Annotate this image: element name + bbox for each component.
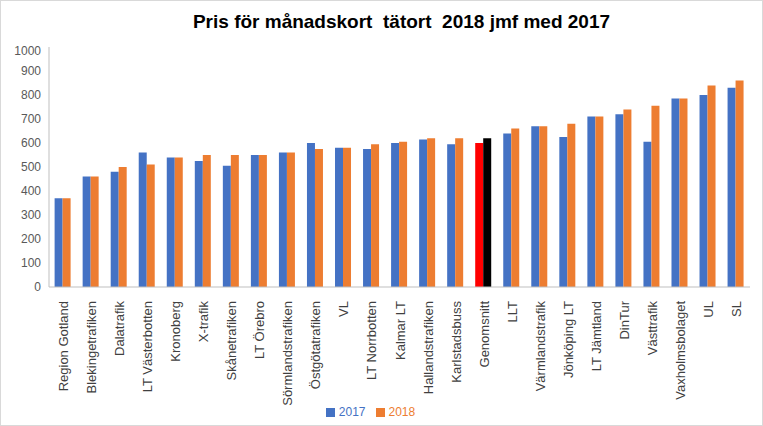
svg-text:Sörmlandstrafiken: Sörmlandstrafiken	[280, 301, 295, 406]
svg-text:LT Örebro: LT Örebro	[252, 301, 267, 359]
svg-text:900: 900	[21, 64, 41, 78]
svg-text:LT Jämtland: LT Jämtland	[589, 301, 604, 371]
svg-text:300: 300	[21, 208, 41, 222]
svg-text:Region Gotland: Region Gotland	[56, 301, 71, 391]
svg-text:100: 100	[21, 256, 41, 270]
svg-text:Västtrafik: Västtrafik	[645, 301, 660, 356]
svg-text:Dalatrafik: Dalatrafik	[112, 301, 127, 356]
svg-text:Vaxholmsbolaget: Vaxholmsbolaget	[673, 301, 688, 400]
svg-text:Karlstadsbuss: Karlstadsbuss	[449, 301, 464, 383]
svg-text:Blekingetrafiken: Blekingetrafiken	[84, 301, 99, 394]
svg-text:1000: 1000	[14, 44, 41, 58]
svg-text:LT Västerbotten: LT Västerbotten	[140, 301, 155, 392]
svg-text:SL: SL	[729, 301, 744, 317]
svg-text:VL: VL	[336, 301, 351, 317]
svg-text:X-trafik: X-trafik	[196, 301, 211, 343]
svg-text:200: 200	[21, 232, 41, 246]
svg-text:400: 400	[21, 184, 41, 198]
svg-text:Östgötatrafiken: Östgötatrafiken	[308, 301, 323, 389]
html-text:2018: 2018	[388, 405, 416, 419]
html-text:Pris för månadskort tätort 201: Pris för månadskort tätort 2018 jmf med …	[192, 11, 610, 32]
svg-text:800: 800	[21, 88, 41, 102]
svg-text:LT Norrbotten: LT Norrbotten	[364, 301, 379, 380]
svg-text:500: 500	[21, 160, 41, 174]
svg-text:UL: UL	[701, 301, 716, 318]
svg-text:700: 700	[21, 112, 41, 126]
html-text:2017: 2017	[338, 405, 366, 419]
svg-text:Genomsnitt: Genomsnitt	[477, 301, 492, 368]
svg-text:DinTur: DinTur	[617, 300, 632, 339]
svg-text:Jönköping LT: Jönköping LT	[561, 301, 576, 378]
svg-text:600: 600	[21, 136, 41, 150]
svg-text:Skånetrafiken: Skånetrafiken	[224, 301, 239, 381]
svg-text:Hallandstrafiken: Hallandstrafiken	[421, 301, 436, 394]
svg-text:Kronoberg: Kronoberg	[168, 301, 183, 362]
svg-text:Värmlandstrafik: Värmlandstrafik	[533, 301, 548, 392]
svg-text:LLT: LLT	[505, 301, 520, 322]
svg-text:0: 0	[34, 280, 41, 294]
svg-text:Kalmar LT: Kalmar LT	[393, 301, 408, 360]
